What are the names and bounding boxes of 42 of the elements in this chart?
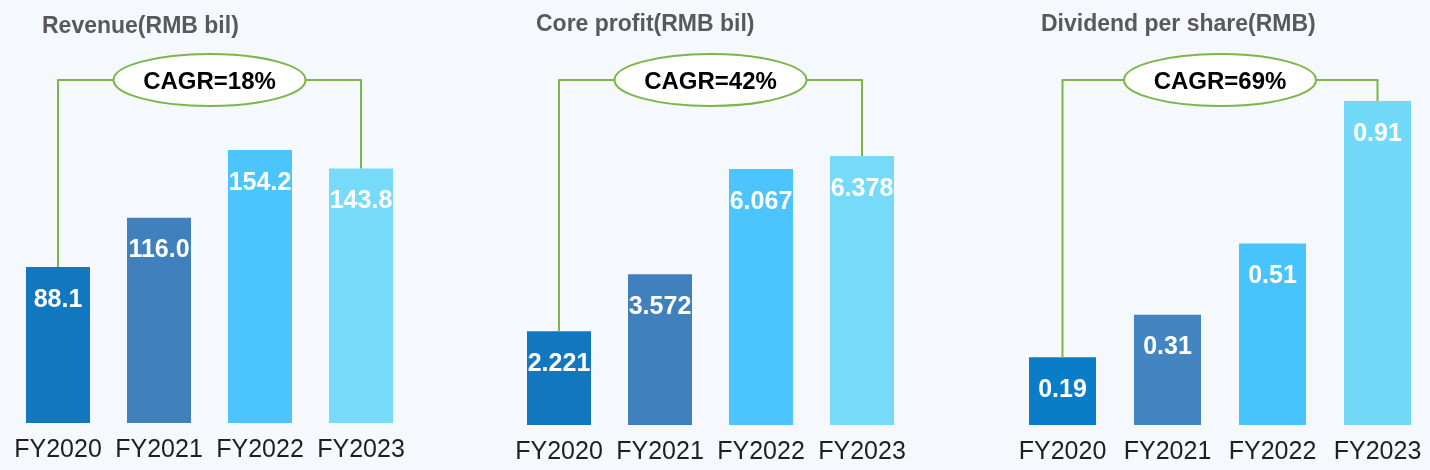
data-label: 3.572 (628, 290, 692, 319)
x-tick-label: FY2023 (317, 433, 405, 462)
data-label: 6.378 (830, 172, 894, 201)
bar (1134, 314, 1201, 425)
x-tick-label: FY2023 (818, 435, 906, 464)
bar (830, 156, 894, 425)
bar (329, 168, 393, 423)
x-tick-label: FY2020 (14, 433, 102, 462)
data-label: 143.8 (329, 184, 393, 213)
bar (1239, 243, 1306, 425)
chart-title: Revenue(RMB bil) (42, 11, 239, 38)
bar (228, 150, 292, 423)
x-tick-label: FY2020 (1018, 435, 1107, 464)
bar (127, 217, 191, 423)
data-label: 0.19 (1038, 373, 1087, 402)
data-label: 0.31 (1143, 331, 1192, 360)
chart-title: Dividend per share(RMB) (1041, 9, 1316, 36)
x-tick-label: FY2020 (515, 435, 603, 464)
data-label: 0.51 (1248, 259, 1297, 288)
bar (1029, 357, 1096, 425)
data-label: 116.0 (128, 234, 190, 263)
text: CAGR=42% (644, 66, 777, 94)
data-label: 6.067 (729, 185, 793, 214)
x-tick-label: FY2021 (1123, 435, 1212, 464)
data-label: 0.91 (1353, 117, 1402, 146)
text: CAGR=69% (1153, 66, 1287, 94)
x-tick-label: FY2022 (216, 433, 304, 462)
x-tick-label: FY2023 (1333, 435, 1422, 464)
bar (527, 331, 591, 425)
x-tick-label: FY2022 (1228, 435, 1317, 464)
x-tick-label: FY2022 (717, 435, 805, 464)
x-tick-label: FY2021 (616, 435, 704, 464)
data-label: 2.221 (527, 347, 591, 376)
x-tick-label: FY2021 (115, 433, 203, 462)
chart-title: Core profit(RMB bil) (536, 9, 755, 36)
bar (628, 274, 692, 425)
bar (26, 267, 90, 423)
bar (1344, 101, 1411, 425)
text: CAGR=18% (143, 66, 276, 94)
data-label: 88.1 (33, 283, 83, 312)
data-label: 154.2 (228, 166, 292, 195)
bar (729, 169, 793, 425)
